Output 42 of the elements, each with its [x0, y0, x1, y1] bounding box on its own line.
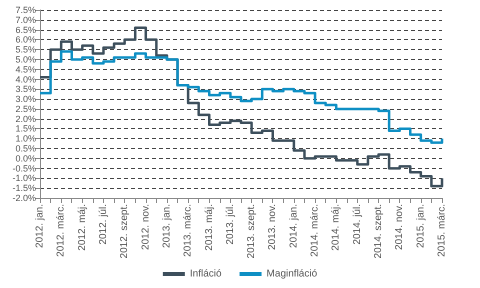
x-tick-label: 2012. júl. — [98, 204, 109, 245]
x-tick-label: 2012. szept. — [119, 204, 130, 258]
x-tick-label: 2013. jan. — [161, 204, 172, 248]
x-tick-label: 2012. jan. — [34, 204, 46, 248]
y-tick-label: 0.0% — [15, 153, 36, 164]
legend-label: Maginfláció — [266, 268, 318, 280]
y-tick-label: 4.5% — [15, 64, 36, 74]
y-tick-label: 5.5% — [15, 44, 36, 55]
y-tick-label: 6.5% — [15, 24, 36, 35]
x-tick-label: 2013. szept. — [246, 204, 258, 258]
x-tick-label: 2012. máj. — [76, 204, 88, 251]
x-tick-label: 2013. máj. — [204, 204, 215, 251]
y-tick-label: 6.0% — [15, 34, 36, 45]
x-tick-label: 2014. jan. — [288, 204, 300, 248]
x-tick-label: 2012. márc. — [56, 204, 67, 257]
x-tick-label: 2014. nov. — [394, 204, 406, 250]
y-tick-label: 0.5% — [15, 144, 36, 154]
y-tick-label: 2.0% — [15, 114, 36, 124]
x-tick-label: 2015. jan. — [415, 204, 426, 248]
y-tick-label: 4.0% — [15, 74, 36, 84]
y-tick-label: -1.5% — [12, 183, 36, 194]
y-tick-label: -0.5% — [12, 163, 36, 174]
y-tick-label: 3.0% — [15, 94, 36, 104]
y-tick-label: 3.5% — [15, 84, 36, 94]
x-tick-label: 2014. márc. — [310, 204, 321, 257]
x-tick-label: 2012. nov. — [140, 204, 152, 250]
x-tick-label: 2014. szept. — [373, 204, 384, 258]
y-tick-label: 7.0% — [15, 14, 36, 25]
x-tick-label: 2013. márc. — [182, 204, 194, 257]
y-tick-label: 5.0% — [15, 54, 36, 64]
x-tick-label: 2013. júl. — [224, 204, 236, 245]
y-tick-label: -1.0% — [12, 173, 36, 184]
y-tick-label: 7.5% — [15, 5, 36, 15]
y-tick-label: 1.5% — [15, 124, 36, 134]
y-tick-label: -2.0% — [12, 193, 36, 203]
x-tick-label: 2013. nov. — [267, 204, 278, 250]
x-tick-label: 2014. máj. — [330, 204, 342, 251]
y-tick-label: 2.5% — [15, 104, 36, 114]
x-tick-label: 2014. júl. — [352, 204, 363, 245]
legend-label: Infláció — [190, 268, 222, 280]
y-tick-label: 1.0% — [15, 134, 36, 144]
x-tick-label: 2015. márc. — [436, 204, 448, 257]
